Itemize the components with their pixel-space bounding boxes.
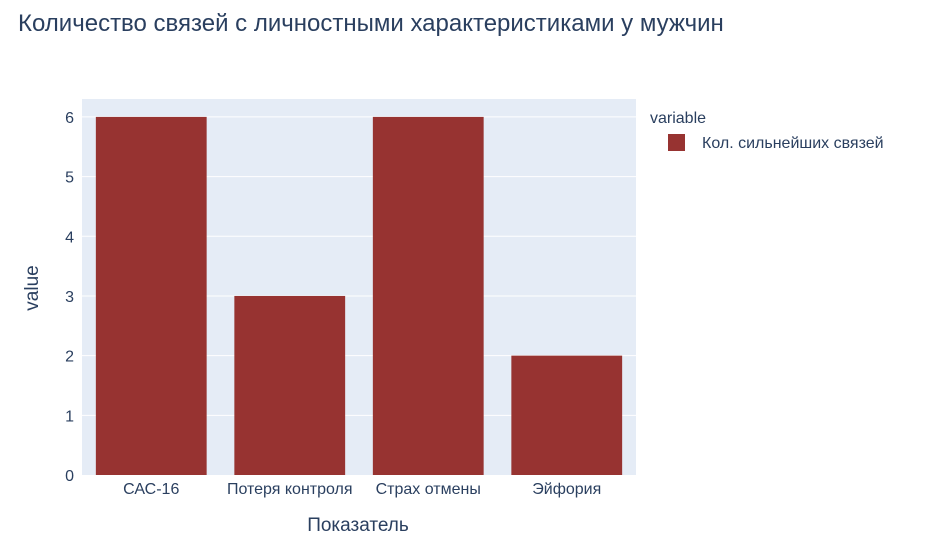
x-tick-label: Потеря контроля — [227, 481, 353, 498]
y-axis-title: value — [22, 265, 43, 310]
legend-title: variable — [650, 110, 706, 127]
y-tick-label: 3 — [65, 289, 74, 306]
legend[interactable]: Кол. сильнейших связей — [668, 134, 884, 152]
y-tick-label: 2 — [65, 349, 74, 366]
legend-swatch — [668, 134, 685, 151]
bar[interactable] — [372, 116, 484, 476]
y-tick-label: 5 — [65, 170, 74, 187]
y-tick-label: 4 — [65, 229, 74, 246]
bar[interactable] — [95, 116, 207, 476]
plot-area: 0 1 2 3 4 5 6 САС-16 Потеря контроля Страх отмены… — [65, 99, 636, 498]
y-tick-label: 1 — [65, 408, 74, 425]
chart-title: Количество связей с личностными характер… — [18, 10, 724, 37]
y-tick-label: 0 — [65, 468, 74, 485]
x-axis-title: Показатель — [307, 515, 409, 536]
legend-item-label: Кол. сильнейших связей — [702, 135, 884, 152]
bar[interactable] — [234, 295, 346, 475]
y-tick-label: 6 — [65, 110, 74, 127]
x-tick-label: Эйфория — [532, 481, 601, 498]
x-tick-label: Страх отмены — [376, 481, 481, 498]
x-tick-label: САС-16 — [123, 481, 179, 498]
bar[interactable] — [511, 355, 623, 475]
